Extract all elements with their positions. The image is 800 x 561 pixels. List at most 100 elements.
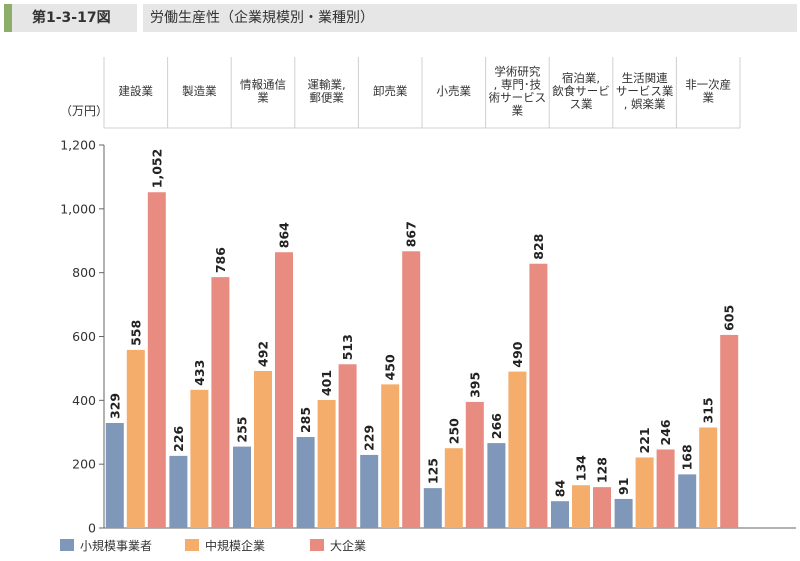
legend-label-medium: 中規模企業 bbox=[205, 539, 266, 553]
legend-item-large: 大企業 bbox=[310, 537, 366, 554]
category-label: 製造業 bbox=[182, 84, 217, 98]
y-tick-label: 800 bbox=[72, 265, 96, 280]
data-label: 91 bbox=[616, 478, 631, 495]
bar bbox=[635, 457, 654, 528]
data-label: 315 bbox=[701, 397, 716, 423]
bar bbox=[190, 389, 209, 528]
bar bbox=[678, 474, 697, 528]
data-label: 395 bbox=[467, 372, 482, 398]
data-label: 1,052 bbox=[149, 149, 164, 189]
bar bbox=[317, 400, 336, 528]
bar bbox=[381, 384, 400, 528]
data-label: 329 bbox=[107, 393, 122, 419]
category-label: , 専門･技 bbox=[494, 78, 542, 92]
legend-label-large: 大企業 bbox=[330, 539, 367, 553]
data-label: 250 bbox=[446, 418, 461, 444]
bar bbox=[126, 349, 145, 528]
category-label: 業 bbox=[702, 91, 714, 105]
bar bbox=[338, 364, 357, 528]
legend-item-medium: 中規模企業 bbox=[185, 537, 265, 554]
data-label: 401 bbox=[319, 370, 334, 396]
bar bbox=[487, 443, 506, 528]
category-label: 宿泊業, bbox=[562, 71, 600, 85]
category-label: 業 bbox=[512, 104, 524, 118]
bar bbox=[656, 449, 675, 528]
header-separator bbox=[137, 4, 143, 32]
bar bbox=[720, 334, 739, 528]
legend-label-small: 小規模事業者 bbox=[80, 539, 153, 553]
legend-item-small: 小規模事業者 bbox=[60, 537, 152, 554]
bar bbox=[105, 422, 124, 528]
data-label: 558 bbox=[128, 320, 143, 346]
category-label: 建設業 bbox=[119, 84, 154, 98]
data-label: 492 bbox=[256, 341, 271, 367]
category-label: ス業 bbox=[570, 97, 593, 111]
category-label: 術サービス bbox=[489, 91, 547, 105]
data-label: 285 bbox=[298, 407, 313, 433]
bar bbox=[699, 427, 718, 528]
bar bbox=[169, 455, 188, 528]
legend-swatch-medium bbox=[185, 539, 199, 551]
data-label: 867 bbox=[404, 221, 419, 247]
legend-swatch-large bbox=[310, 539, 324, 551]
bar bbox=[508, 371, 527, 528]
bar bbox=[444, 448, 463, 528]
figure-title: 労働生産性（企業規模別・業種別） bbox=[150, 10, 374, 26]
data-label: 255 bbox=[235, 417, 250, 443]
data-label: 168 bbox=[680, 444, 695, 470]
data-label: 433 bbox=[192, 360, 207, 386]
category-label: 運輸業, bbox=[308, 78, 346, 92]
category-label: 飲食サービ bbox=[552, 84, 610, 98]
category-label: 小売業 bbox=[437, 84, 472, 98]
bar bbox=[211, 277, 230, 528]
category-label: サービス業 bbox=[616, 84, 674, 98]
category-label: 卸売業 bbox=[373, 84, 408, 98]
bar bbox=[551, 501, 569, 528]
bar bbox=[147, 192, 166, 528]
bar bbox=[593, 487, 611, 528]
data-label: 246 bbox=[658, 419, 673, 445]
data-label: 84 bbox=[553, 479, 568, 497]
data-label: 226 bbox=[171, 425, 186, 451]
data-label: 134 bbox=[574, 455, 589, 481]
bar bbox=[614, 498, 633, 528]
y-tick-label: 600 bbox=[72, 329, 96, 344]
data-label: 128 bbox=[595, 457, 610, 483]
data-label: 828 bbox=[531, 234, 546, 260]
header-accent-bar bbox=[4, 4, 12, 32]
category-label: 業 bbox=[257, 91, 269, 105]
bar bbox=[275, 252, 293, 529]
data-label: 221 bbox=[637, 427, 652, 453]
data-label: 786 bbox=[213, 247, 228, 273]
bar bbox=[254, 370, 272, 528]
bar bbox=[296, 437, 315, 528]
category-label: 郵便業 bbox=[309, 91, 344, 105]
bar bbox=[233, 446, 251, 528]
bar bbox=[402, 251, 421, 528]
category-label: 情報通信 bbox=[240, 78, 286, 92]
legend-swatch-small bbox=[60, 539, 74, 551]
category-label: 学術研究 bbox=[494, 65, 540, 79]
data-label: 513 bbox=[340, 334, 355, 360]
bar bbox=[465, 401, 484, 528]
bar bbox=[360, 454, 379, 528]
y-tick-label: 0 bbox=[88, 521, 96, 536]
data-label: 605 bbox=[722, 305, 737, 331]
y-axis-unit-label: （万円） bbox=[60, 104, 109, 118]
bar bbox=[423, 488, 442, 528]
y-tick-label: 1,200 bbox=[60, 138, 96, 153]
y-tick-label: 400 bbox=[72, 393, 96, 408]
category-label: 生活関連 bbox=[622, 71, 668, 85]
figure-header: 第1-3-17図 労働生産性（企業規模別・業種別） bbox=[4, 4, 797, 32]
data-label: 864 bbox=[277, 222, 292, 248]
data-label: 450 bbox=[383, 354, 398, 380]
y-tick-label: 200 bbox=[72, 457, 96, 472]
category-label: , 娯楽業 bbox=[624, 97, 666, 111]
figure-number: 第1-3-17図 bbox=[32, 10, 111, 26]
data-label: 490 bbox=[510, 341, 525, 367]
category-label: 非一次産 bbox=[685, 78, 731, 92]
data-label: 125 bbox=[425, 458, 440, 484]
data-label: 266 bbox=[489, 413, 504, 439]
data-label: 229 bbox=[362, 425, 377, 451]
